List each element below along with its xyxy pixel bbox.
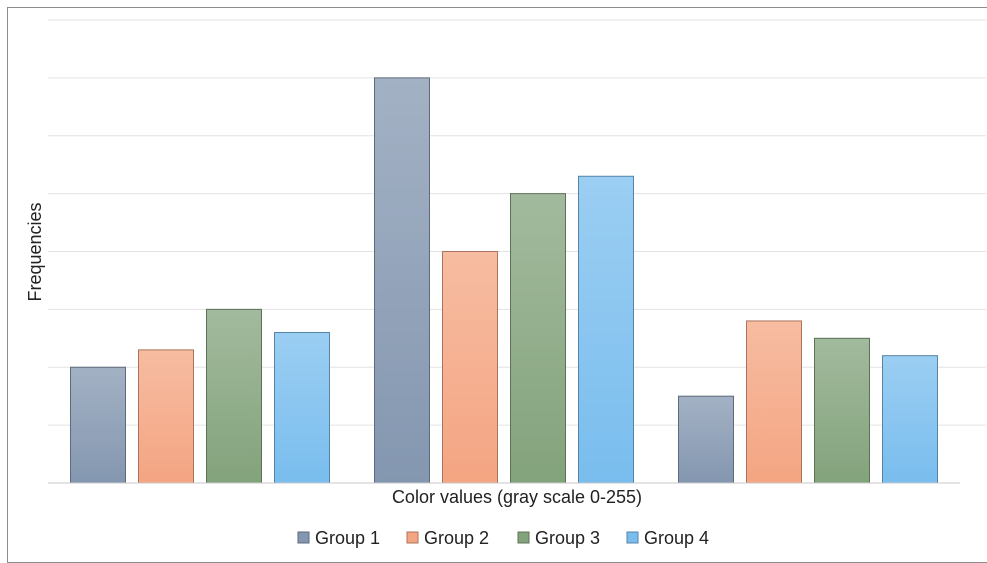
legend-label: Group 4 — [644, 528, 709, 548]
x-axis-label: Color values (gray scale 0-255) — [392, 487, 642, 507]
legend-swatch — [626, 531, 639, 544]
bars — [70, 77, 938, 484]
legend-label: Group 1 — [315, 528, 380, 548]
legend-swatch — [517, 531, 530, 544]
bar-group-3-cat-1 — [206, 308, 262, 484]
y-axis-label: Frequencies — [25, 202, 45, 301]
bar-group-4-cat-2 — [578, 175, 634, 484]
bar-group-1-cat-1 — [70, 366, 126, 484]
bar-group-3-cat-2 — [510, 193, 566, 484]
legend-label: Group 3 — [535, 528, 600, 548]
legend-label: Group 2 — [424, 528, 489, 548]
legend-item-group-2: Group 2 — [406, 528, 489, 548]
legend-swatch — [297, 531, 310, 544]
legend-swatch — [406, 531, 419, 544]
legend-item-group-1: Group 1 — [297, 528, 380, 548]
legend-item-group-4: Group 4 — [626, 528, 709, 548]
bar-group-1-cat-2 — [374, 77, 430, 484]
bar-group-2-cat-1 — [138, 349, 194, 484]
bar-group-4-cat-1 — [274, 332, 330, 484]
bar-group-3-cat-3 — [814, 337, 870, 484]
bar-group-2-cat-3 — [746, 320, 802, 484]
bar-group-1-cat-3 — [678, 395, 734, 484]
bar-group-4-cat-3 — [882, 355, 938, 484]
bar-group-2-cat-2 — [442, 251, 498, 484]
legend: Group 1 Group 2 Group 3 Group 4 — [297, 528, 709, 548]
legend-item-group-3: Group 3 — [517, 528, 600, 548]
